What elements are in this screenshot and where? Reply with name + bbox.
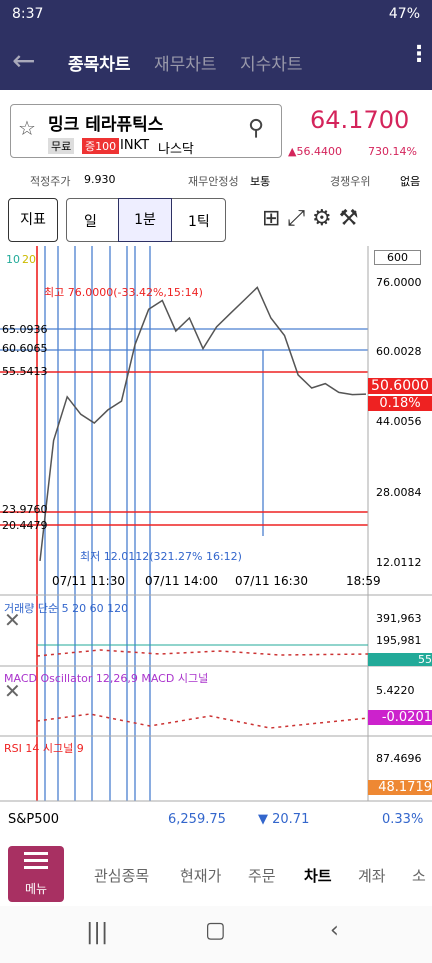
value: 보통 [250, 175, 271, 188]
count: 600 [374, 250, 421, 265]
change: ▲56.4400 [288, 145, 342, 158]
label: 경쟁우위 [330, 175, 371, 188]
badge: 무료 [48, 138, 75, 154]
y-tick-label: 12.0112 [376, 556, 422, 569]
value: 9.930 [84, 173, 116, 186]
level-label: 55.5413 [2, 365, 48, 378]
period[interactable]: 1틱 [188, 214, 210, 230]
status-bar [0, 0, 432, 30]
svg-text:✕: ✕ [4, 679, 21, 703]
high-label: 최고 76.0000(-33.42%,15:14) [44, 286, 203, 299]
current-pct: 0.18% [368, 396, 432, 411]
nav-tab[interactable]: 차트 [304, 867, 332, 885]
y-tick-label: 5.4220 [376, 684, 415, 697]
x-tick-label: 07/11 11:30 [52, 574, 125, 588]
tab[interactable]: 종목차트 [68, 55, 131, 75]
nav-tab[interactable]: 소 [412, 867, 426, 885]
level-label: 23.9760 [2, 503, 48, 516]
stock-name: 밍크 테라퓨틱스 [48, 115, 164, 135]
index-change: ▼ 20.71 [258, 812, 310, 827]
button[interactable]: 지표 [8, 198, 58, 242]
search[interactable]: ⚲ [248, 116, 265, 141]
period[interactable]: 일 [84, 214, 97, 230]
menu-icon [24, 852, 48, 855]
more[interactable]: ⋮ [408, 42, 430, 67]
nav-tab[interactable]: 주문 [248, 867, 276, 885]
market: 나스닥 [158, 142, 194, 157]
level-label: 60.6065 [2, 342, 48, 355]
period[interactable]: 1분 [118, 198, 172, 242]
value: 없음 [400, 175, 421, 188]
search-box[interactable] [10, 104, 282, 158]
y-tick-label: 28.0084 [376, 486, 422, 499]
svg-text:✕: ✕ [4, 608, 21, 632]
index-value: 6,259.75 [168, 812, 226, 827]
battery: 47% [388, 6, 420, 22]
menu-button[interactable]: 메뉴 [8, 846, 64, 902]
price: 64.1700 [310, 106, 410, 134]
current-price: 50.6000 [368, 378, 432, 394]
change-pct: 730.14% [368, 145, 417, 158]
label: 재무안정성 [188, 175, 239, 188]
current-volume: 55 [368, 653, 432, 666]
badge: 증100 [82, 138, 120, 154]
x-tick-label: 07/11 16:30 [235, 574, 308, 588]
x-tick-label: 07/11 14:00 [145, 574, 218, 588]
y-tick-label: 60.0028 [376, 345, 422, 358]
tab[interactable]: 재무차트 [154, 55, 217, 75]
level-label: 20.4479 [2, 519, 48, 532]
y-tick-label: 87.4696 [376, 752, 422, 765]
icons[interactable]: ⊞ ⤢ ⚙ ⚒ [262, 206, 359, 231]
chart: ✕✕ [0, 246, 432, 802]
tab[interactable]: 지수차트 [240, 55, 303, 75]
x-tick-label: 18:59 [346, 574, 381, 588]
nav-tab[interactable]: 계좌 [358, 867, 386, 885]
index-name: S&P500 [8, 812, 60, 827]
back[interactable]: ← [12, 44, 36, 77]
current-macd: -0.0201 [368, 710, 432, 725]
current-rsi: 48.1719 [368, 780, 432, 795]
label: 적정주가 [30, 175, 71, 188]
index-pct: 0.33% [382, 812, 424, 827]
time: 8:37 [12, 6, 44, 22]
y-tick-label: 195,981 [376, 634, 422, 647]
y-tick-label: 76.0000 [376, 276, 422, 289]
code: INKT [120, 138, 150, 153]
ma-label: 20 [22, 253, 36, 266]
system-nav: ||| ▢ ‹ [0, 906, 432, 963]
header [0, 30, 432, 90]
low-label: 최저 12.0112(321.27% 16:12) [80, 550, 242, 563]
panel-label: RSI 14 시그널 9 [4, 742, 84, 755]
panel-label: 거래량 단순 5 20 60 120 [4, 602, 129, 615]
star[interactable]: ☆ [18, 116, 36, 140]
ma-label: 10 [6, 253, 20, 266]
price-line [39, 286, 367, 561]
y-tick-label: 44.0056 [376, 415, 422, 428]
level-label: 65.0936 [2, 323, 48, 336]
panel-label: MACD Oscillator 12,26,9 MACD 시그널 [4, 672, 209, 685]
nav-tab[interactable]: 관심종목 [94, 867, 150, 885]
y-tick-label: 391,963 [376, 612, 422, 625]
nav-tab[interactable]: 현재가 [180, 867, 222, 885]
